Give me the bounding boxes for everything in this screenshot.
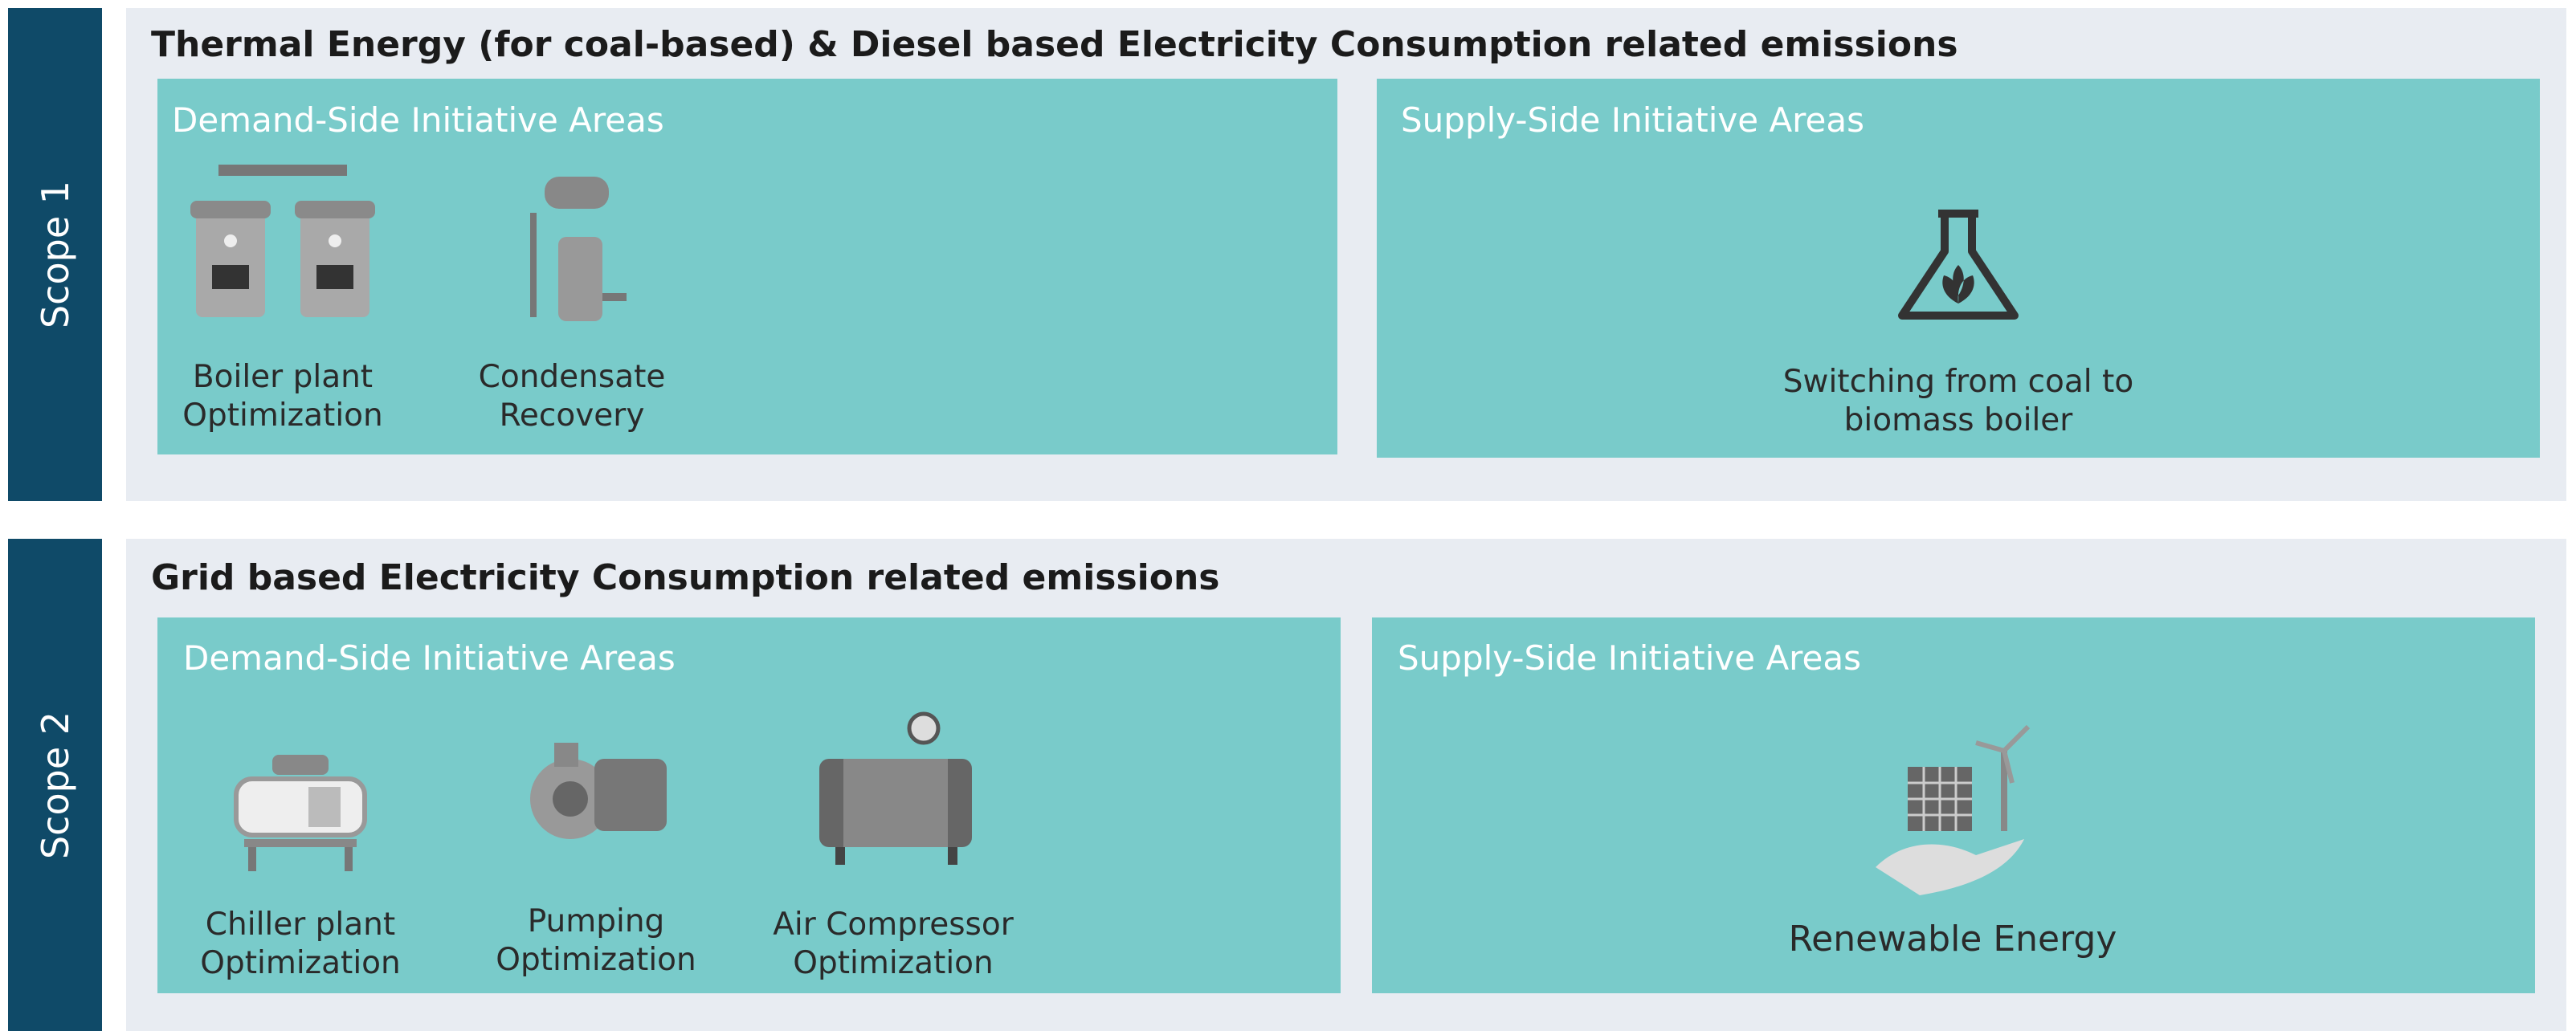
item-label: Air Compressor Optimization <box>765 906 1022 983</box>
scope-title: Thermal Energy (for coal-based) & Diesel… <box>151 24 1958 65</box>
item-label: Chiller plant Optimization <box>188 906 413 983</box>
compressor-icon <box>811 711 980 871</box>
scope-bar: Scope 2 <box>8 539 102 1031</box>
page: Scope 1 Thermal Energy (for coal-based) … <box>0 0 2576 1031</box>
item-label: Boiler plant Optimization <box>162 358 403 435</box>
scope-label: Scope 1 <box>34 181 77 328</box>
item-label: Condensate Recovery <box>459 358 684 435</box>
item-label: Pumping Optimization <box>492 903 700 980</box>
renewable-icon <box>1872 719 2040 899</box>
pump-icon <box>522 731 675 863</box>
boiler-icon <box>186 161 379 325</box>
box-heading: Demand-Side Initiative Areas <box>172 100 664 140</box>
condensate-icon <box>522 165 635 333</box>
scope-title: Grid based Electricity Consumption relat… <box>151 557 1219 598</box>
scope-bar: Scope 1 <box>8 8 102 501</box>
box-heading: Supply-Side Initiative Areas <box>1401 100 1864 140</box>
scope-label: Scope 2 <box>34 711 77 858</box>
chiller-icon <box>228 751 373 875</box>
item-label: Switching from coal to biomass boiler <box>1766 363 2151 440</box>
box-heading: Demand-Side Initiative Areas <box>183 638 676 678</box>
box-heading: Supply-Side Initiative Areas <box>1398 638 1861 678</box>
item-label: Renewable Energy <box>1760 920 2145 959</box>
flask-icon <box>1894 207 2023 324</box>
